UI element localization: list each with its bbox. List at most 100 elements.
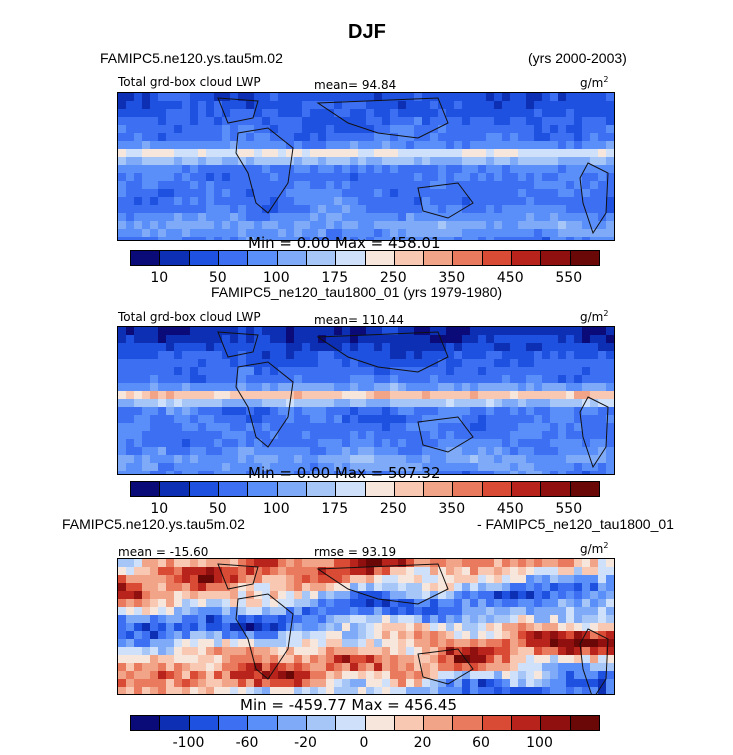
field-cell	[366, 335, 375, 344]
field-cell	[334, 583, 343, 592]
field-cell	[462, 631, 471, 640]
field-cell	[406, 639, 415, 648]
field-cell	[486, 221, 495, 230]
field-cell	[566, 141, 575, 150]
field-cell	[174, 229, 183, 238]
panel1-map	[117, 92, 615, 241]
field-cell	[598, 93, 607, 102]
field-cell	[286, 623, 295, 632]
colorbar-swatch	[306, 251, 337, 265]
field-cell	[590, 647, 599, 656]
field-cell	[158, 101, 167, 110]
field-cell	[166, 181, 175, 190]
field-cell	[366, 647, 375, 656]
field-cell	[414, 133, 423, 142]
field-cell	[118, 623, 127, 632]
field-cell	[190, 407, 199, 416]
field-cell	[238, 687, 247, 694]
coastline	[235, 593, 294, 680]
field-cell	[166, 471, 175, 474]
field-cell	[334, 149, 343, 158]
field-cell	[302, 141, 311, 150]
field-cell	[222, 687, 231, 694]
field-cell	[366, 125, 375, 134]
field-cell	[190, 679, 199, 688]
field-cell	[550, 359, 559, 368]
field-cell	[142, 157, 151, 166]
field-cell	[542, 383, 551, 392]
field-cell	[598, 447, 607, 456]
field-cell	[574, 117, 583, 126]
field-cell	[558, 679, 567, 688]
field-cell	[590, 351, 599, 360]
field-cell	[598, 567, 607, 576]
field-cell	[126, 173, 135, 182]
field-cell	[350, 471, 359, 474]
field-cell	[462, 133, 471, 142]
field-cell	[334, 567, 343, 576]
field-cell	[462, 359, 471, 368]
field-cell	[382, 229, 391, 238]
field-cell	[310, 117, 319, 126]
field-cell	[254, 93, 263, 102]
field-cell	[478, 351, 487, 360]
field-cell	[566, 647, 575, 656]
field-cell	[238, 189, 247, 198]
field-cell	[494, 463, 503, 472]
field-cell	[446, 383, 455, 392]
field-cell	[414, 407, 423, 416]
field-cell	[302, 189, 311, 198]
field-cell	[302, 181, 311, 190]
field-cell	[478, 359, 487, 368]
field-cell	[198, 607, 207, 616]
field-cell	[574, 359, 583, 368]
field-cell	[454, 639, 463, 648]
field-cell	[502, 447, 511, 456]
field-cell	[342, 471, 351, 474]
field-cell	[598, 463, 607, 472]
field-cell	[398, 351, 407, 360]
field-cell	[454, 559, 463, 568]
field-cell	[422, 591, 431, 600]
field-cell	[350, 447, 359, 456]
field-cell	[182, 567, 191, 576]
colorbar-swatch	[218, 716, 249, 730]
field-cell	[526, 671, 535, 680]
field-cell	[198, 591, 207, 600]
field-cell	[374, 165, 383, 174]
field-cell	[182, 181, 191, 190]
field-cell	[238, 431, 247, 440]
field-cell	[214, 375, 223, 384]
field-cell	[382, 343, 391, 352]
field-cell	[526, 471, 535, 474]
field-cell	[414, 149, 423, 158]
field-cell	[318, 327, 327, 336]
field-cell	[174, 375, 183, 384]
field-cell	[190, 431, 199, 440]
field-cell	[566, 181, 575, 190]
field-cell	[406, 391, 415, 400]
field-cell	[430, 367, 439, 376]
field-cell	[470, 237, 479, 240]
field-cell	[470, 575, 479, 584]
field-cell	[446, 463, 455, 472]
field-cell	[462, 583, 471, 592]
field-cell	[326, 173, 335, 182]
field-cell	[598, 631, 607, 640]
field-cell	[454, 679, 463, 688]
field-cell	[414, 671, 423, 680]
field-cell	[390, 213, 399, 222]
field-cell	[502, 205, 511, 214]
field-cell	[590, 407, 599, 416]
field-cell	[302, 101, 311, 110]
field-cell	[558, 431, 567, 440]
field-cell	[126, 423, 135, 432]
field-cell	[606, 343, 614, 352]
field-cell	[118, 455, 127, 464]
field-cell	[470, 599, 479, 608]
field-cell	[510, 125, 519, 134]
field-cell	[198, 615, 207, 624]
field-cell	[118, 189, 127, 198]
field-cell	[334, 647, 343, 656]
field-cell	[430, 125, 439, 134]
